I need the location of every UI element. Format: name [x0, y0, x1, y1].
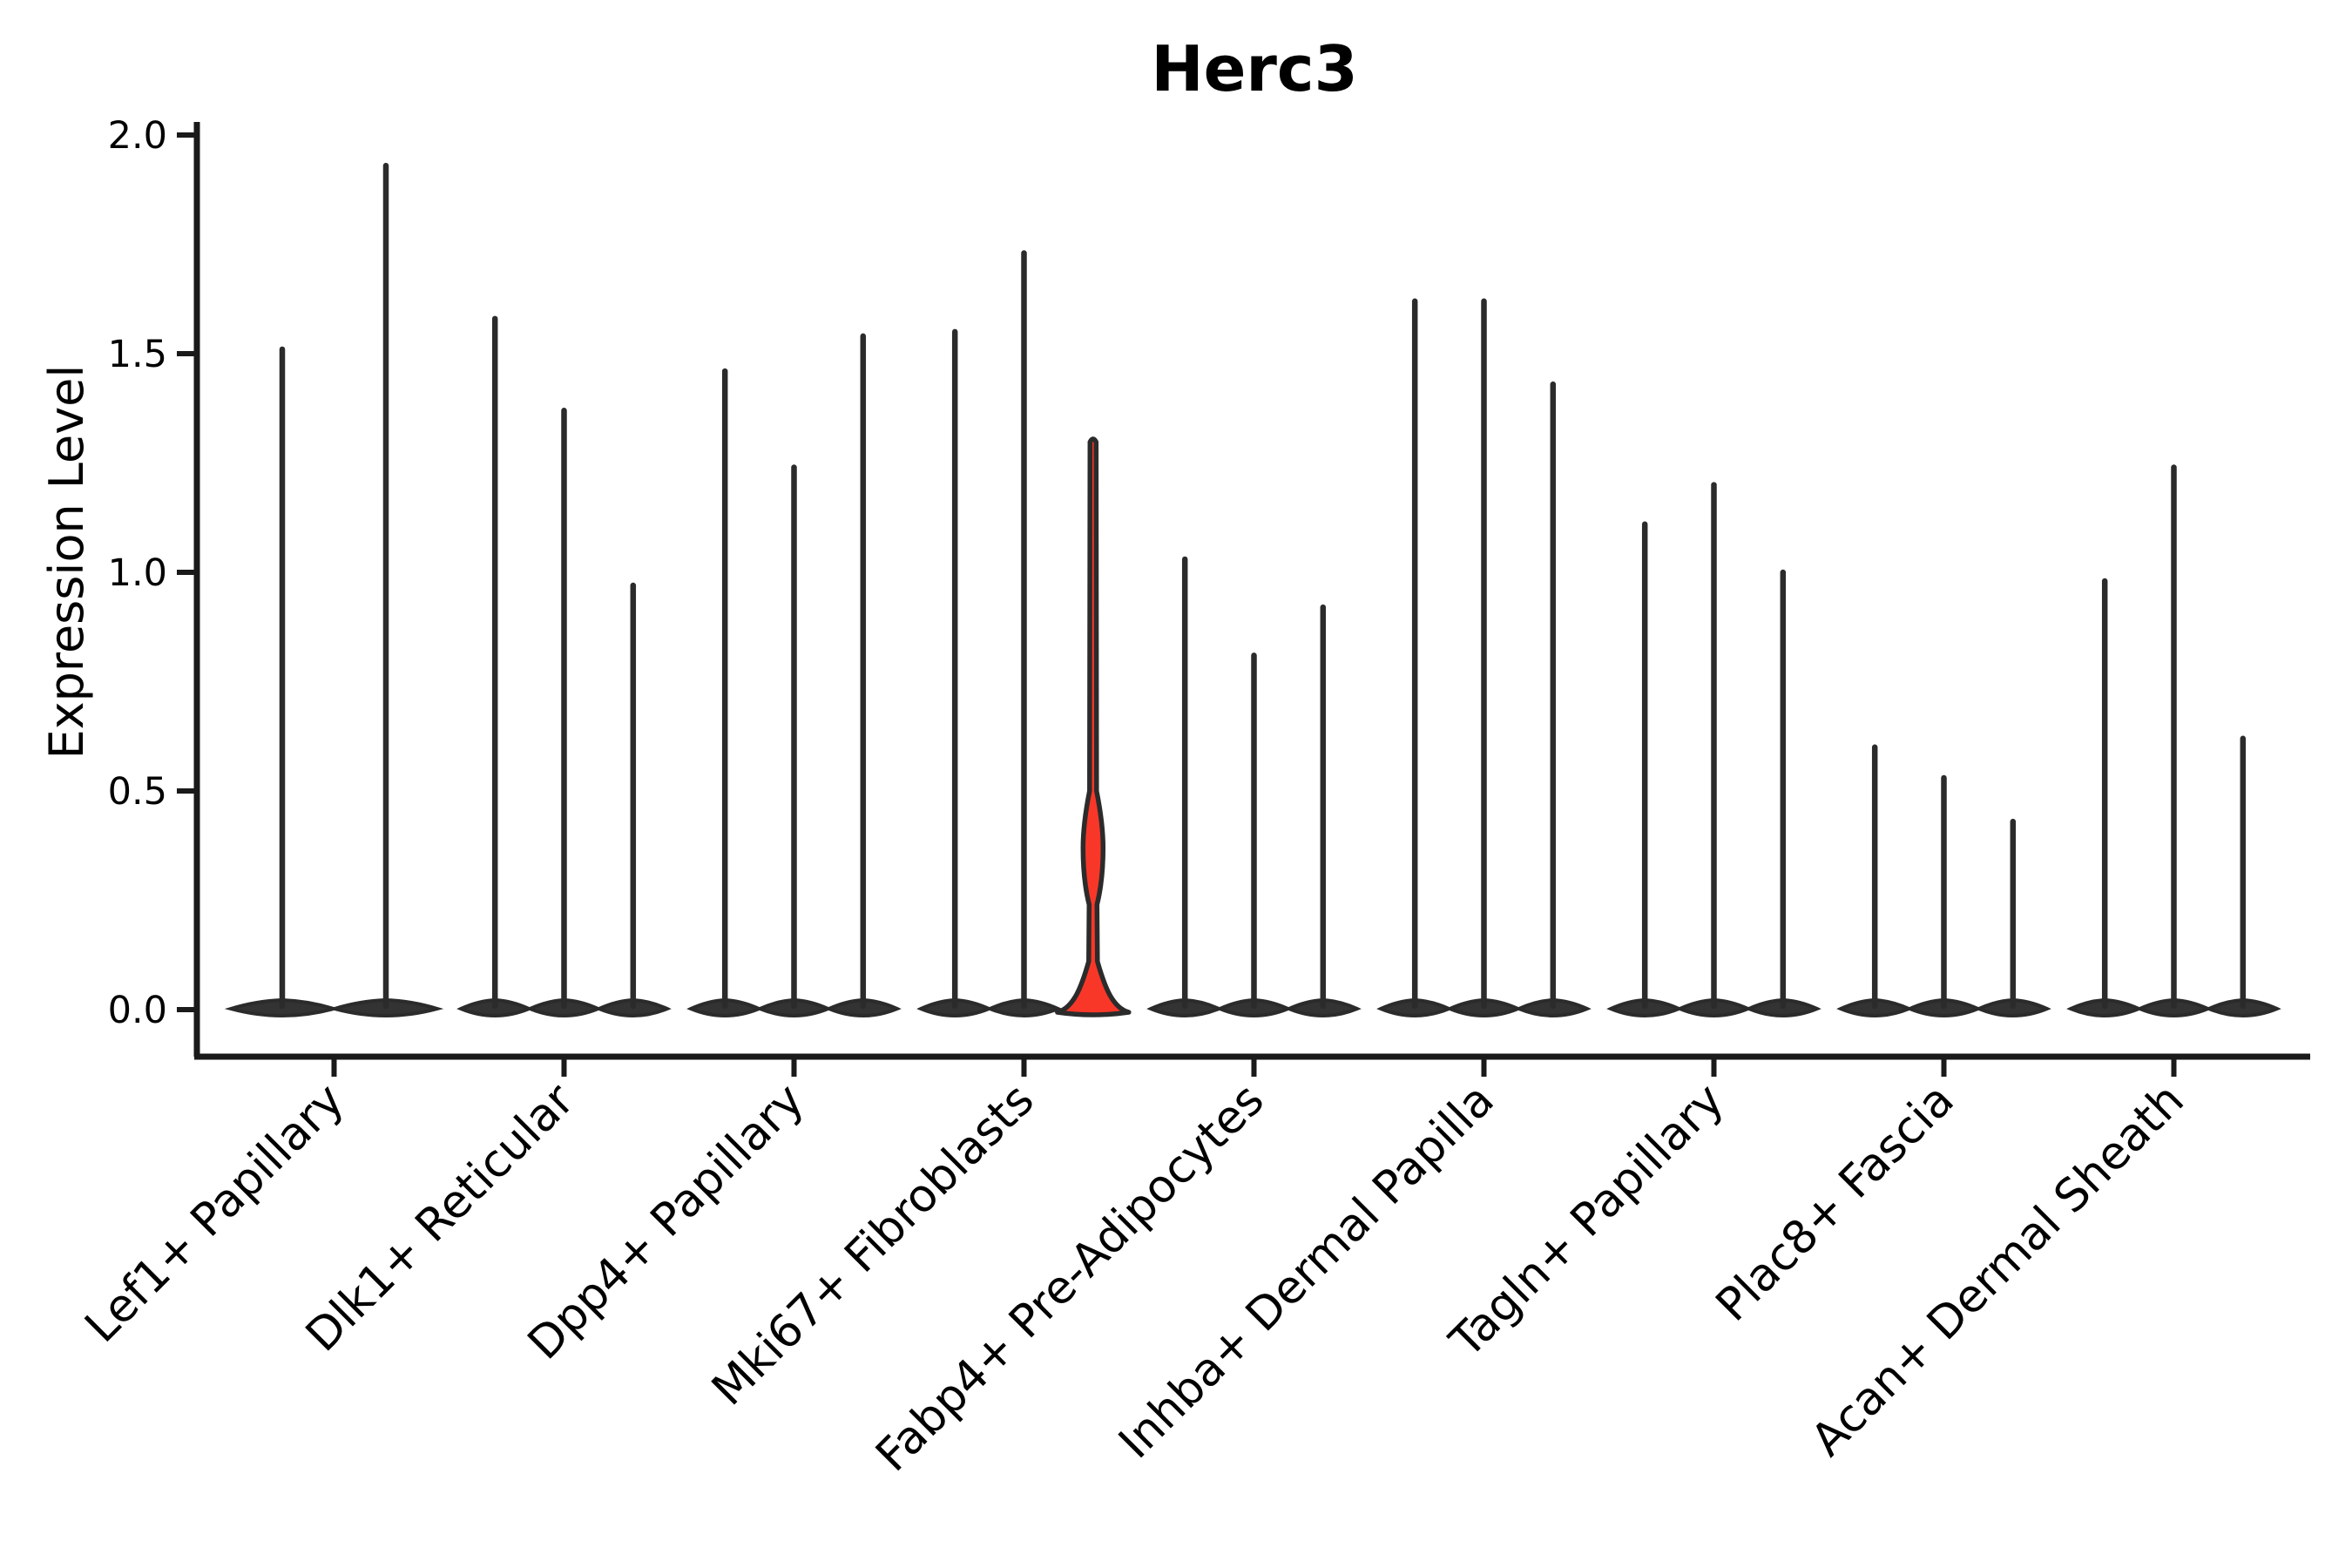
violins-layer — [224, 162, 2281, 1018]
x-tick-label: Inhba+ Dermal Papilla — [1109, 1074, 1504, 1469]
x-tick-label: Fabp4+ Pre-Adipocytes — [866, 1074, 1274, 1482]
y-tick-label: 1.5 — [108, 333, 167, 376]
y-tick-label: 0.0 — [108, 989, 167, 1032]
x-tick-label: Acan+ Dermal Sheath — [1801, 1074, 2194, 1467]
y-tick-label: 0.5 — [108, 770, 167, 814]
violin-highlighted — [1055, 436, 1132, 1017]
y-tick-label: 2.0 — [108, 114, 167, 158]
plot-title: Herc3 — [1151, 32, 1357, 105]
y-tick-label: 1.0 — [108, 551, 167, 595]
axes-layer — [177, 122, 2310, 1077]
x-tick-label: Plac8+ Fascia — [1707, 1074, 1964, 1332]
y-axis-label: Expression Level — [39, 365, 94, 760]
